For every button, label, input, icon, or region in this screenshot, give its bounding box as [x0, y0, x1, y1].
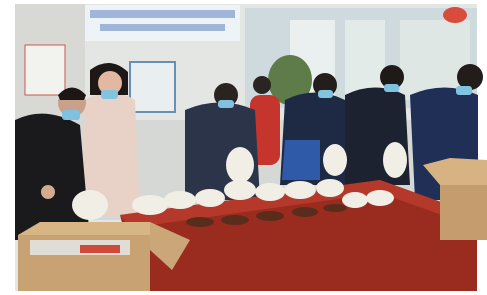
banner-line [90, 10, 235, 18]
scene [15, 4, 487, 291]
display-board [130, 62, 175, 112]
banner-line [100, 24, 225, 31]
notice-board [25, 45, 65, 95]
photo [0, 0, 487, 295]
lantern [443, 7, 467, 23]
